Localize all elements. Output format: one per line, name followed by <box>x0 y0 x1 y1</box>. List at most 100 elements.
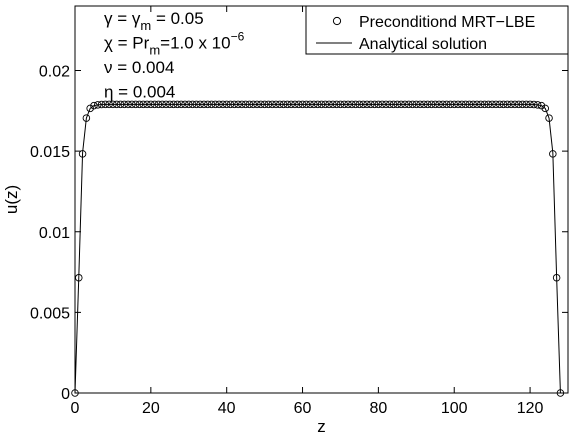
data-point <box>200 100 208 109</box>
annotation-part: γ = γ <box>104 9 141 28</box>
data-point <box>181 100 189 109</box>
data-point <box>530 100 538 109</box>
data-point <box>143 100 151 109</box>
data-point <box>222 100 231 109</box>
data-point <box>492 100 500 109</box>
data-point <box>162 100 170 109</box>
x-tick-label: 120 <box>517 400 544 417</box>
data-point <box>461 100 470 109</box>
data-point <box>317 100 326 109</box>
data-point <box>526 100 534 109</box>
data-point <box>188 100 197 109</box>
data-point <box>340 100 349 109</box>
data-point <box>332 100 341 109</box>
data-point <box>465 100 474 109</box>
legend: Preconditiond MRT−LBE Analytical solutio… <box>305 5 569 55</box>
data-point <box>86 104 94 113</box>
data-point <box>196 100 204 109</box>
annotation-line: η = 0.004 <box>104 83 175 102</box>
data-point <box>173 100 182 109</box>
data-point <box>245 100 254 109</box>
annotation-part: m <box>140 18 151 33</box>
data-point <box>348 100 356 109</box>
data-point <box>112 100 121 109</box>
data-point <box>431 100 440 109</box>
data-point <box>378 100 386 109</box>
data-point <box>128 100 136 109</box>
x-tick-label: 40 <box>218 400 236 417</box>
data-point <box>257 100 265 109</box>
data-point <box>253 100 261 109</box>
legend-marker-circle <box>332 16 342 26</box>
data-point <box>329 100 337 109</box>
data-point <box>150 100 159 109</box>
data-point <box>484 100 493 109</box>
data-point <box>363 100 371 109</box>
data-point <box>514 100 523 109</box>
data-point <box>203 100 212 109</box>
data-point <box>469 100 477 109</box>
legend-entry-analytical: Analytical solution <box>359 36 487 53</box>
data-point <box>169 100 178 109</box>
data-point <box>382 100 390 109</box>
data-point <box>439 100 447 109</box>
series-layer <box>71 100 565 397</box>
data-point <box>120 100 129 109</box>
data-point <box>260 100 269 109</box>
data-point <box>511 100 519 109</box>
annotation-line: ν = 0.004 <box>104 58 174 77</box>
data-point <box>389 100 398 109</box>
data-point <box>359 100 367 109</box>
annotation-part: = 0.05 <box>151 9 203 28</box>
data-point <box>401 100 409 109</box>
data-point <box>495 100 504 109</box>
data-point <box>393 100 402 109</box>
data-point <box>450 100 458 109</box>
y-tick-label: 0.01 <box>39 225 70 242</box>
data-point <box>207 100 216 109</box>
data-point <box>321 100 330 109</box>
data-point <box>116 100 125 109</box>
data-point <box>93 101 102 109</box>
annotation-part: m <box>149 43 160 58</box>
y-tick-label: 0.02 <box>39 64 70 81</box>
annotation-part: χ = Pr <box>104 34 150 53</box>
data-point <box>537 101 546 110</box>
annotation-line: χ = Prm=1.0 x 10−6 <box>104 30 245 58</box>
data-point <box>507 100 515 109</box>
plot-area <box>74 5 569 394</box>
y-tick-label: 0 <box>61 386 70 403</box>
data-point <box>139 100 148 109</box>
annotation-part: −6 <box>231 30 245 44</box>
data-point <box>75 273 83 282</box>
data-point <box>166 100 174 109</box>
data-point <box>238 100 246 109</box>
y-axis-title: u(z) <box>2 185 21 214</box>
data-point <box>124 100 132 109</box>
data-point <box>355 100 364 109</box>
data-point <box>458 100 466 109</box>
y-tick-label: 0.015 <box>30 144 70 161</box>
data-point <box>545 114 553 122</box>
data-point <box>477 100 485 109</box>
data-point <box>177 100 185 109</box>
data-point <box>420 100 428 109</box>
data-point <box>480 100 489 109</box>
data-point <box>287 100 295 109</box>
data-point <box>185 100 193 109</box>
annotation-line: γ = γm = 0.05 <box>104 9 204 33</box>
x-tick-label: 100 <box>441 400 468 417</box>
data-point <box>367 100 375 109</box>
data-point <box>192 100 201 109</box>
data-point <box>249 100 257 109</box>
data-point <box>408 100 417 109</box>
data-point <box>552 273 561 282</box>
data-point <box>226 100 235 109</box>
data-point <box>503 100 512 109</box>
data-point <box>446 100 455 109</box>
data-point <box>435 100 443 109</box>
data-point <box>541 104 550 113</box>
data-point <box>215 100 223 109</box>
data-point <box>374 100 383 109</box>
